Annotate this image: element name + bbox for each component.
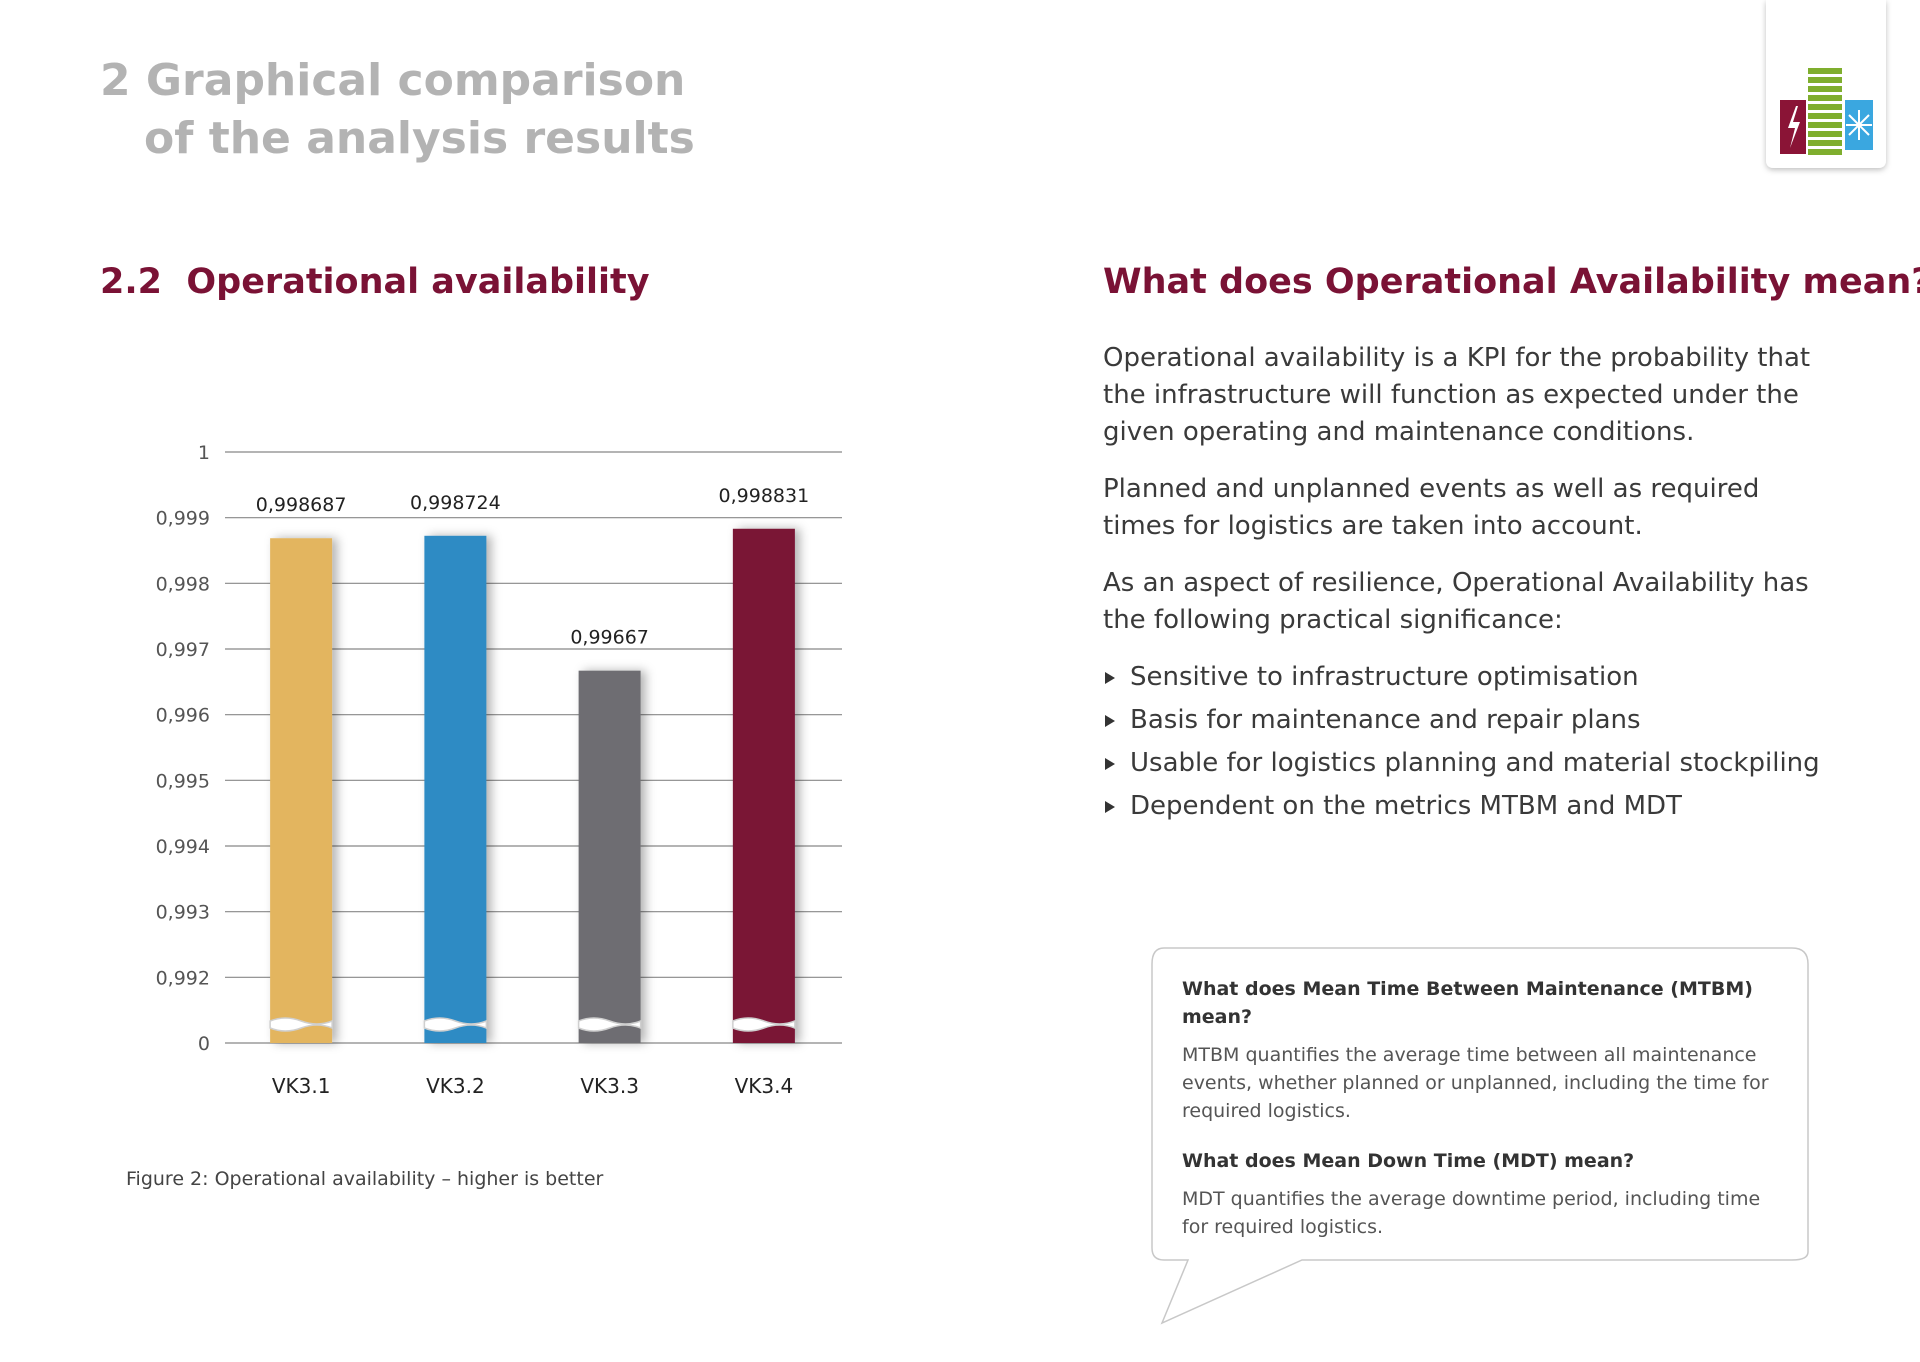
page-header: 2 Graphical comparison of the analysis r… <box>100 52 695 168</box>
y-tick-label: 0,996 <box>156 705 210 727</box>
bullet-marker <box>1105 758 1115 770</box>
y-tick-label: 0,992 <box>156 967 210 989</box>
y-tick-label: 1 <box>198 442 210 464</box>
paragraph: Operational availability is a KPI for th… <box>1103 343 1811 447</box>
bullet: Dependent on the metrics MTBM and MDT <box>1103 788 1823 825</box>
value-label: 0,998687 <box>256 494 347 516</box>
y-tick-label: 0,994 <box>156 836 210 858</box>
value-label: 0,99667 <box>570 627 649 649</box>
axis-break <box>423 1017 488 1032</box>
bullet-marker <box>1105 715 1115 727</box>
bullet: Sensitive to infrastructure optimisation <box>1103 659 1823 696</box>
section-title: Operational availability <box>186 262 650 302</box>
x-tick-label: VK3.3 <box>580 1074 639 1098</box>
callout-answer: MTBM quantifies the average time between… <box>1182 1044 1769 1122</box>
bar <box>578 670 641 1043</box>
callout-bubble <box>1151 947 1809 1325</box>
y-tick-label: 0,998 <box>156 573 210 595</box>
y-tick-label: 0 <box>198 1033 210 1055</box>
callout: What does Mean Time Between Maintenance … <box>1182 975 1782 1263</box>
bullet-text: Basis for maintenance and repair plans <box>1130 705 1641 735</box>
bar <box>424 535 487 1043</box>
section-heading: 2.2 Operational availability <box>100 262 650 302</box>
value-label: 0,998724 <box>410 492 501 514</box>
bullet: Usable for logistics planning and materi… <box>1103 745 1823 782</box>
x-tick-label: VK3.4 <box>735 1074 794 1098</box>
chart: 1 0,999 0,998 0,997 0,996 0,995 0,994 0,993 0,99… <box>156 442 842 1098</box>
y-tick-label: 0,997 <box>156 639 210 661</box>
header-title-line: of the analysis results <box>144 113 695 164</box>
explanation: Operational availability is a KPI for th… <box>1103 340 1823 831</box>
bullet-text: Dependent on the metrics MTBM and MDT <box>1130 791 1682 821</box>
x-tick-label: VK3.2 <box>426 1074 485 1098</box>
y-tick-label: 0,999 <box>156 508 210 530</box>
value-label: 0,998831 <box>719 485 810 507</box>
figure-caption: Figure 2: Operational availability – hig… <box>126 1168 604 1190</box>
axis-break <box>269 1017 333 1032</box>
paragraph: As an aspect of resilience, Operational … <box>1103 568 1809 635</box>
bullet-text: Usable for logistics planning and materi… <box>1130 748 1820 778</box>
axis-break <box>577 1017 642 1032</box>
callout-question: What does Mean Time Between Maintenance … <box>1182 978 1753 1028</box>
bullet-marker <box>1105 801 1115 813</box>
header-title-line: 2 Graphical comparison <box>100 55 686 106</box>
y-tick-label: 0,995 <box>156 770 210 792</box>
bar <box>270 538 333 1043</box>
x-tick-label: VK3.1 <box>272 1074 331 1098</box>
bar <box>732 528 795 1043</box>
bullet: Basis for maintenance and repair plans <box>1103 702 1823 739</box>
bullet-text: Sensitive to infrastructure optimisation <box>1130 662 1639 692</box>
explanation-heading: What does Operational Availability mean? <box>1103 262 1920 302</box>
paragraph: Planned and unplanned events as well as … <box>1103 474 1760 541</box>
section-number: 2.2 <box>100 262 163 302</box>
logo <box>1766 0 1886 168</box>
y-tick-label: 0,993 <box>156 902 210 924</box>
callout-question: What does Mean Down Time (MDT) mean? <box>1182 1150 1635 1172</box>
callout-answer: MDT quantifies the average downtime peri… <box>1182 1188 1761 1238</box>
axis-break <box>732 1017 796 1032</box>
bullet-marker <box>1105 672 1115 684</box>
bullet-list: Sensitive to infrastructure optimisation… <box>1103 659 1823 825</box>
